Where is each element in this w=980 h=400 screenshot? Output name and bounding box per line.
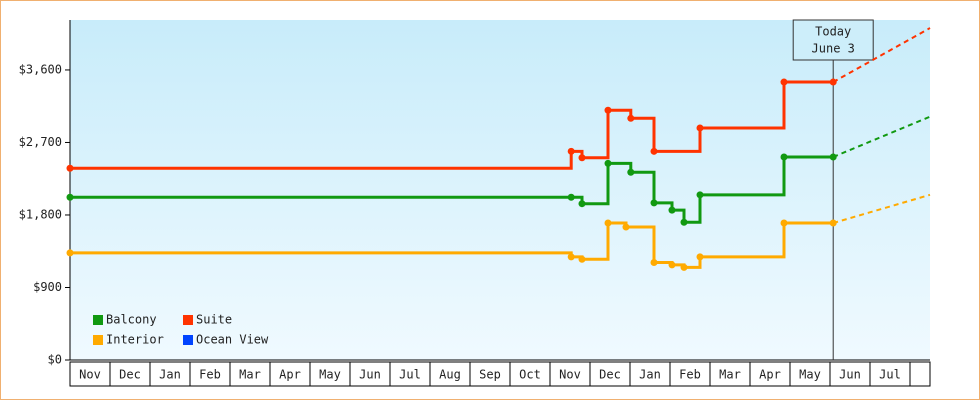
month-label: Jan [159, 368, 181, 382]
month-label: Jul [879, 368, 901, 382]
month-label: Apr [759, 368, 781, 382]
y-tick-label: $2,700 [19, 135, 62, 149]
data-point [66, 249, 74, 257]
month-label: Mar [719, 368, 741, 382]
data-point [668, 261, 676, 269]
month-label: May [799, 368, 821, 382]
data-point [696, 124, 704, 132]
month-label: Nov [79, 368, 101, 382]
month-label: Dec [119, 368, 141, 382]
legend-label: Ocean View [196, 333, 269, 347]
month-label: Oct [519, 368, 541, 382]
today-label: Today [815, 25, 851, 39]
data-point [627, 114, 635, 122]
legend-swatch [183, 335, 193, 345]
data-point [604, 159, 612, 167]
data-point [650, 147, 658, 155]
data-point [66, 193, 74, 201]
month-label: Sep [479, 368, 501, 382]
month-label: Mar [239, 368, 261, 382]
plot-area [70, 20, 930, 360]
y-tick-label: $900 [33, 280, 62, 294]
data-point [567, 193, 575, 201]
month-label: Feb [679, 368, 701, 382]
month-band [69, 361, 931, 387]
today-box [792, 19, 874, 61]
month-label: Nov [559, 368, 581, 382]
month-label: Jan [639, 368, 661, 382]
data-point [604, 219, 612, 227]
month-label: Aug [439, 368, 461, 382]
forecast-line [832, 27, 931, 83]
data-point [696, 191, 704, 199]
legend-swatch [93, 335, 103, 345]
data-point [567, 253, 575, 261]
month-label: Dec [599, 368, 621, 382]
data-point [680, 218, 688, 226]
legend-label: Suite [196, 313, 232, 327]
today-label: June 3 [812, 42, 855, 56]
month-label: Feb [199, 368, 221, 382]
data-point [650, 199, 658, 207]
y-tick-label: $0 [48, 353, 62, 367]
data-point [780, 78, 788, 86]
month-label: Apr [279, 368, 301, 382]
data-point [780, 219, 788, 227]
data-point [780, 153, 788, 161]
series-line [70, 80, 834, 170]
data-point [696, 253, 704, 261]
month-label: Jun [359, 368, 381, 382]
data-point [650, 259, 658, 267]
legend-label: Interior [106, 333, 164, 347]
month-label: May [319, 368, 341, 382]
data-point [627, 168, 635, 176]
y-tick-label: $1,800 [19, 207, 62, 221]
data-point [578, 154, 586, 162]
y-tick-label: $3,600 [19, 62, 62, 76]
data-point [680, 263, 688, 271]
legend-swatch [183, 315, 193, 325]
data-point [567, 147, 575, 155]
legend-label: Balcony [106, 313, 157, 327]
data-point [578, 200, 586, 208]
forecast-line [832, 193, 931, 224]
data-point [668, 206, 676, 214]
data-point [66, 164, 74, 172]
month-label: Jul [399, 368, 421, 382]
data-point [578, 255, 586, 263]
legend-swatch [93, 315, 103, 325]
month-label: Jun [839, 368, 861, 382]
data-point [604, 106, 612, 114]
data-point [622, 223, 630, 231]
